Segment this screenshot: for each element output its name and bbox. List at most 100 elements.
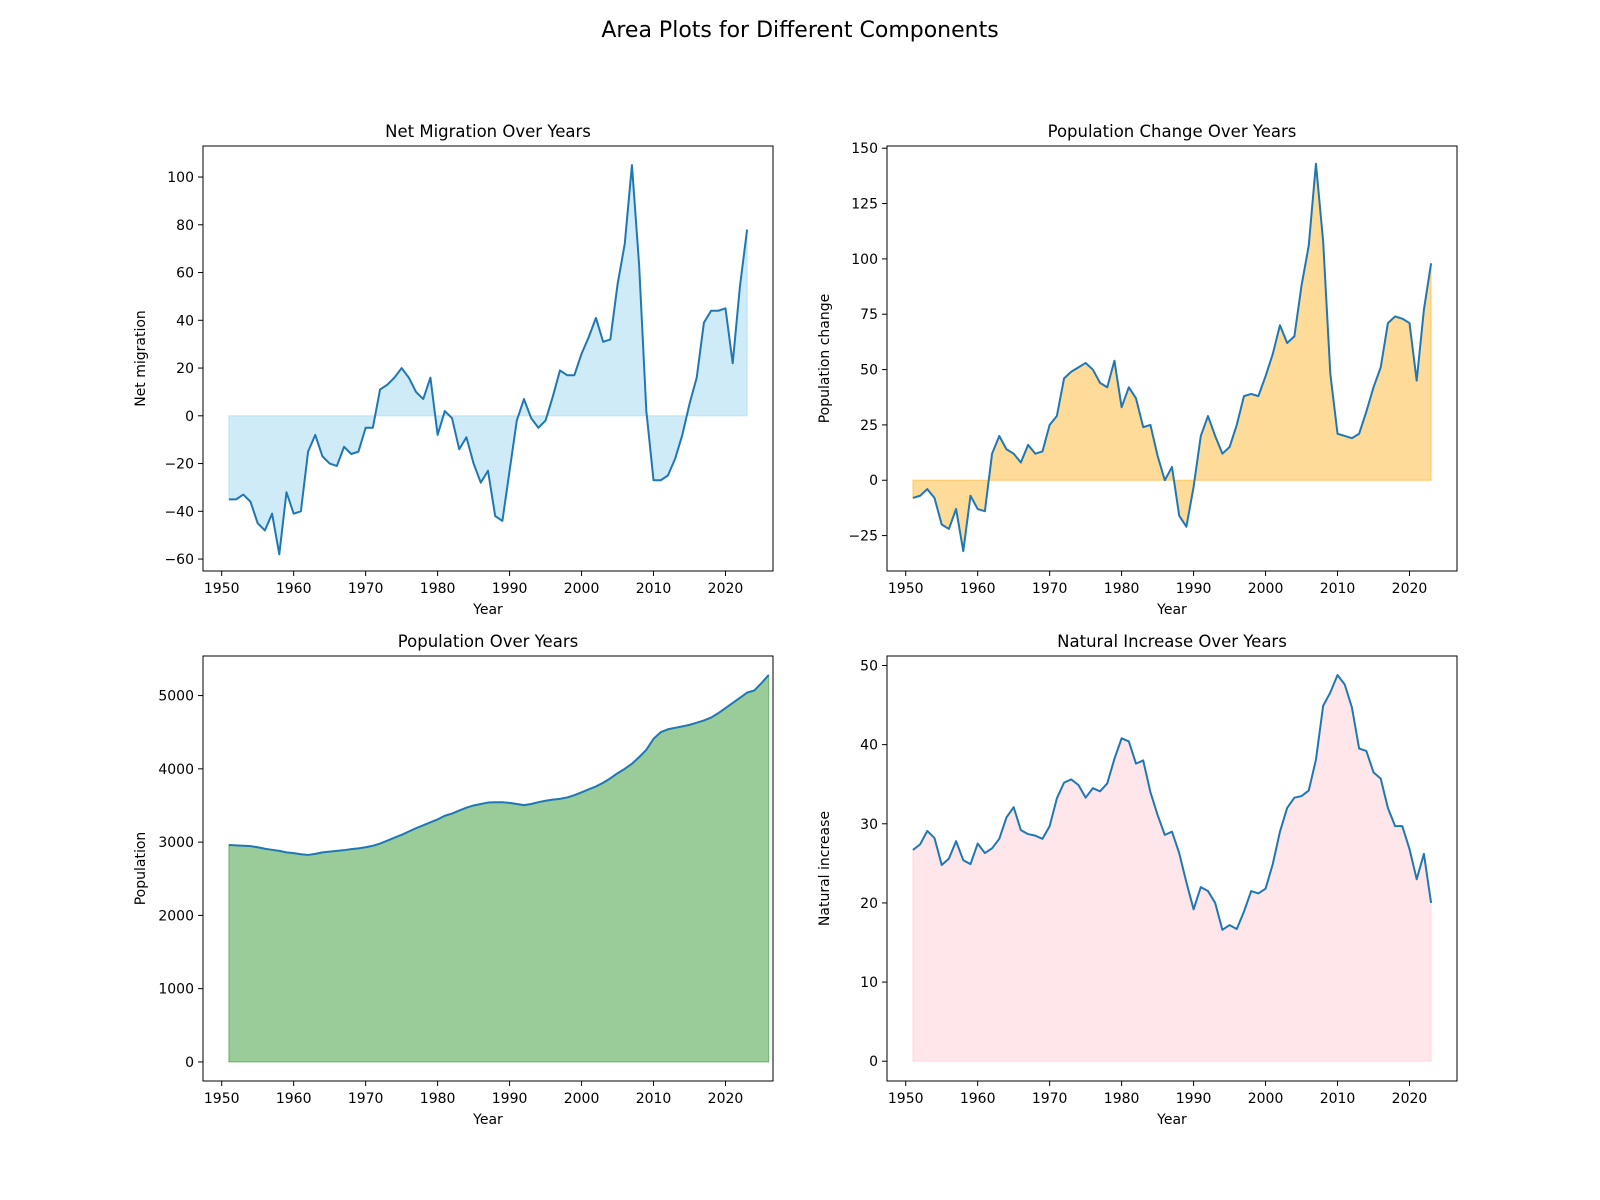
y-tick-label: 20 [176, 361, 194, 377]
data-point [1214, 435, 1216, 437]
chart-title-natural-increase-over-years: Natural Increase Over Years [1057, 632, 1287, 651]
x-tick-label: 1960 [960, 1091, 996, 1107]
data-point [1185, 881, 1187, 883]
data-point [422, 398, 424, 400]
data-point [1128, 740, 1130, 742]
data-point [1308, 789, 1310, 791]
data-point [1257, 892, 1259, 894]
data-point [264, 848, 266, 850]
x-tick-label: 2010 [1320, 581, 1356, 597]
data-point [1092, 787, 1094, 789]
data-point [1336, 674, 1338, 676]
data-point [566, 374, 568, 376]
data-point [1142, 426, 1144, 428]
data-point [1315, 758, 1317, 760]
data-point [559, 369, 561, 371]
y-tick-label: −60 [164, 552, 194, 568]
data-point [1092, 368, 1094, 370]
data-point [1221, 929, 1223, 931]
data-point [660, 731, 662, 733]
data-point [1430, 262, 1432, 264]
y-tick-label: 50 [860, 363, 878, 379]
data-point [1149, 791, 1151, 793]
axes-frame [202, 655, 774, 1082]
data-point [717, 712, 719, 714]
data-point [408, 376, 410, 378]
data-point [969, 863, 971, 865]
data-point [307, 854, 309, 856]
data-point [530, 803, 532, 805]
x-axis-label: Year [472, 1112, 503, 1128]
data-point [487, 801, 489, 803]
data-point [1250, 890, 1252, 892]
data-point [1408, 848, 1410, 850]
x-tick-label: 1980 [1104, 581, 1140, 597]
data-point [609, 777, 611, 779]
data-point [1315, 163, 1317, 165]
axes-frame [886, 145, 1458, 572]
data-point [1221, 452, 1223, 454]
data-point [343, 849, 345, 851]
data-point [652, 738, 654, 740]
data-point [969, 495, 971, 497]
data-point [487, 470, 489, 472]
y-axis-label: Natural increase [817, 811, 833, 926]
data-point [696, 376, 698, 378]
data-point [494, 515, 496, 517]
data-point [681, 434, 683, 436]
data-point [746, 691, 748, 693]
data-point [1084, 796, 1086, 798]
x-tick-label: 1950 [204, 1091, 240, 1107]
data-point [451, 812, 453, 814]
data-point [710, 310, 712, 312]
data-point [674, 727, 676, 729]
y-tick-label: 2000 [158, 908, 194, 924]
y-tick-label: 80 [176, 218, 194, 234]
data-point [1020, 461, 1022, 463]
data-point [328, 462, 330, 464]
x-axis-label: Year [1156, 602, 1187, 618]
data-point [1077, 366, 1079, 368]
data-point [1084, 362, 1086, 364]
data-point [336, 850, 338, 852]
chart-title-population-change-over-years: Population Change Over Years [1048, 122, 1297, 141]
y-tick-label: 0 [869, 473, 878, 489]
data-point [1372, 771, 1374, 773]
data-point [1293, 796, 1295, 798]
data-point [228, 498, 230, 500]
y-tick-label: 0 [185, 409, 194, 425]
data-point [1308, 244, 1310, 246]
data-point [1142, 759, 1144, 761]
data-point [1156, 455, 1158, 457]
data-point [1344, 435, 1346, 437]
data-point [1236, 928, 1238, 930]
data-point [1416, 878, 1418, 880]
data-point [1322, 705, 1324, 707]
data-point [508, 802, 510, 804]
data-point [1185, 526, 1187, 528]
x-tick-label: 2010 [636, 581, 672, 597]
data-point [552, 798, 554, 800]
data-point [941, 523, 943, 525]
data-point [616, 772, 618, 774]
data-point [941, 864, 943, 866]
x-tick-label: 2000 [1248, 1091, 1284, 1107]
data-point [962, 550, 964, 552]
data-point [1387, 322, 1389, 324]
data-point [544, 800, 546, 802]
data-point [1048, 825, 1050, 827]
x-tick-label: 1970 [348, 581, 384, 597]
data-point [257, 846, 259, 848]
x-tick-label: 1980 [1104, 1091, 1140, 1107]
data-point [444, 410, 446, 412]
data-point [1380, 777, 1382, 779]
data-point [602, 341, 604, 343]
data-point [1056, 797, 1058, 799]
data-point [710, 716, 712, 718]
data-point [530, 417, 532, 419]
data-point [458, 809, 460, 811]
y-tick-label: 20 [860, 896, 878, 912]
data-point [566, 796, 568, 798]
data-point [552, 396, 554, 398]
x-tick-label: 1950 [888, 581, 924, 597]
